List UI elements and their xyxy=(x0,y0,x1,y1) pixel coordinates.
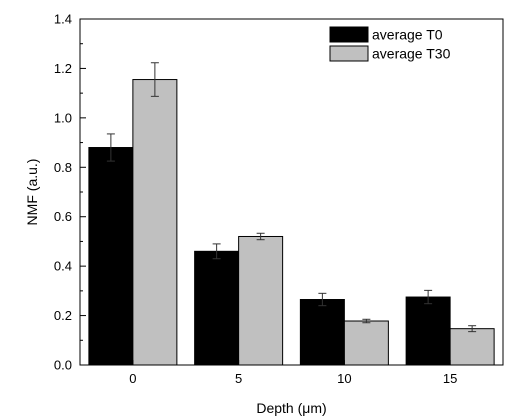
bar-average-t30 xyxy=(343,320,389,366)
y-tick-label: 0.2 xyxy=(54,308,72,323)
error-bars-layer xyxy=(106,62,477,333)
y-tick-label: 0.0 xyxy=(54,358,72,373)
y-tick-label: 1.2 xyxy=(54,61,72,76)
legend-label: average T0 xyxy=(372,27,443,43)
legend-label: average T30 xyxy=(372,46,451,62)
bar-average-t30 xyxy=(132,79,178,366)
bar-average-t0 xyxy=(405,296,451,366)
y-tick-label: 0.4 xyxy=(54,259,72,274)
x-tick-label: 15 xyxy=(443,371,457,386)
legend: average T0 average T30 xyxy=(329,26,451,62)
bar-average-t0 xyxy=(299,299,345,366)
y-tick-label: 1.0 xyxy=(54,110,72,125)
legend-swatch xyxy=(329,45,369,62)
y-tick-label: 1.4 xyxy=(54,12,72,27)
bar-average-t30 xyxy=(238,235,284,366)
bar-average-t0 xyxy=(88,147,134,366)
bars-layer xyxy=(88,79,495,366)
ticks-layer: 0 5 10 15 0.0 0.2 0.4 0.6 0.8 1.0 1.2 1.4 xyxy=(54,12,457,387)
bar-average-t30 xyxy=(449,328,495,366)
x-tick-label: 5 xyxy=(235,371,242,386)
x-tick-label: 0 xyxy=(129,371,136,386)
y-tick-label: 0.6 xyxy=(54,209,72,224)
legend-swatch xyxy=(329,26,369,43)
x-tick-label: 10 xyxy=(337,371,351,386)
y-tick-label: 0.8 xyxy=(54,160,72,175)
bar-average-t0 xyxy=(194,250,240,366)
y-axis-title: NMF (a.u.) xyxy=(24,159,40,226)
x-axis-title: Depth (μm) xyxy=(256,400,326,416)
